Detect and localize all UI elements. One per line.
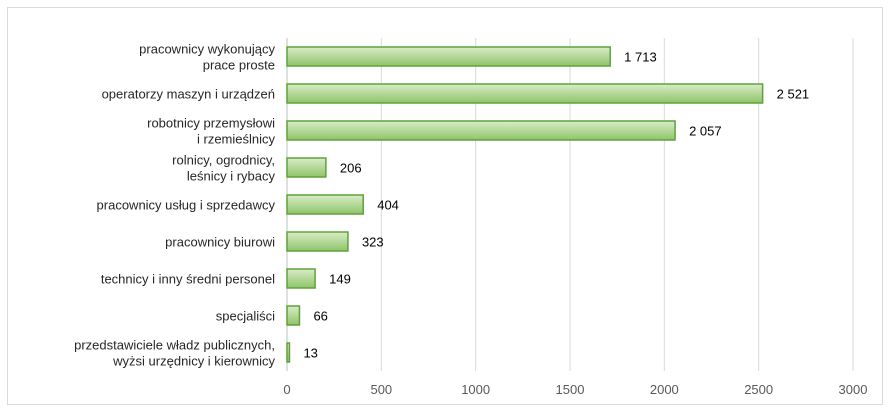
category-label-5-0: pracownicy biurowi xyxy=(165,235,275,250)
value-label-2: 2 057 xyxy=(689,124,722,139)
category-label-0-1: prace proste xyxy=(203,58,275,73)
category-label-6-0: technicy i inny średni personel xyxy=(101,272,275,287)
category-label-7-0: specjaliści xyxy=(216,309,275,324)
value-label-6: 149 xyxy=(329,272,351,287)
bar-0 xyxy=(286,46,611,67)
value-label-0: 1 713 xyxy=(624,50,657,65)
category-label-4-0: pracownicy usług i sprzedawcy xyxy=(97,198,276,213)
value-label-3: 206 xyxy=(340,161,362,176)
bar-3 xyxy=(286,157,327,178)
bar-1 xyxy=(286,83,764,104)
chart-area: 0 500 1000 1500 2000 2500 3000 1 713 pracownicy … xyxy=(7,7,883,405)
x-tick-label-500: 500 xyxy=(370,382,392,397)
x-tick-label-2000: 2000 xyxy=(650,382,679,397)
x-tick-label-3000: 3000 xyxy=(839,382,868,397)
bar-8 xyxy=(286,342,291,363)
labels: 0 500 1000 1500 2000 2500 3000 1 713 pracownicy … xyxy=(74,42,867,398)
category-label-2-0: robotnicy przemysłowi xyxy=(147,116,275,131)
bars xyxy=(286,46,764,363)
bar-chart: 0 500 1000 1500 2000 2500 3000 1 713 pracownicy … xyxy=(74,38,867,398)
bar-6 xyxy=(286,268,316,289)
bar-5 xyxy=(286,231,349,252)
value-label-7: 66 xyxy=(313,309,327,324)
bar-2 xyxy=(286,120,676,141)
value-label-8: 13 xyxy=(303,346,317,361)
category-label-0-0: pracownicy wykonujący xyxy=(139,42,275,57)
x-tick-label-0: 0 xyxy=(283,382,290,397)
x-tick-label-1500: 1500 xyxy=(556,382,585,397)
category-label-2-1: i rzemieślnicy xyxy=(197,132,276,147)
bar-7 xyxy=(286,305,301,326)
value-label-4: 404 xyxy=(377,198,399,213)
x-tick-label-2500: 2500 xyxy=(744,382,773,397)
bar-4 xyxy=(286,194,364,215)
category-label-8-1: wyżsi urzędnicy i kierownicy xyxy=(112,354,275,369)
x-tick-label-1000: 1000 xyxy=(461,382,490,397)
category-label-1-0: operatorzy maszyn i urządzeń xyxy=(102,87,275,102)
category-label-3-1: leśnicy i rybacy xyxy=(187,169,276,184)
value-label-5: 323 xyxy=(362,235,384,250)
category-label-3-0: rolnicy, ogrodnicy, xyxy=(172,153,275,168)
category-label-8-0: przedstawiciele władz publicznych, xyxy=(74,338,275,353)
value-label-1: 2 521 xyxy=(777,87,810,102)
